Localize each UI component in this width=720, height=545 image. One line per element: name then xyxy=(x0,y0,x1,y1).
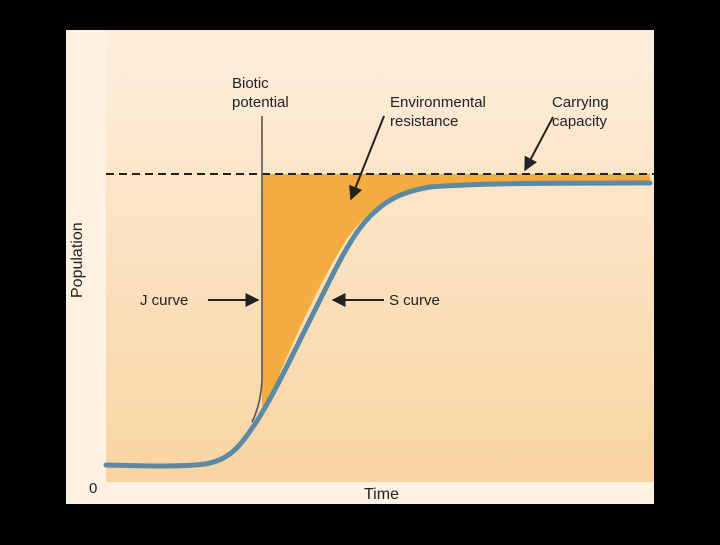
origin-label: 0 xyxy=(89,480,97,497)
s-curve xyxy=(103,180,653,469)
y-axis-label: Population xyxy=(69,222,86,298)
j-curve xyxy=(251,116,263,423)
x-axis-label: Time xyxy=(364,486,399,503)
environmental-resistance-label: Environmental resistance xyxy=(390,94,490,130)
biotic-potential-label: Biotic potential xyxy=(232,75,289,111)
s-curve-label: S curve xyxy=(389,292,440,309)
plot-area xyxy=(106,30,654,482)
carrying-capacity-arrow xyxy=(524,116,554,172)
j-curve-label: J curve xyxy=(140,292,188,309)
environmental-resistance-region xyxy=(262,174,650,407)
carrying-capacity-label: Carrying capacity xyxy=(552,94,613,130)
environmental-resistance-arrow xyxy=(349,115,385,201)
